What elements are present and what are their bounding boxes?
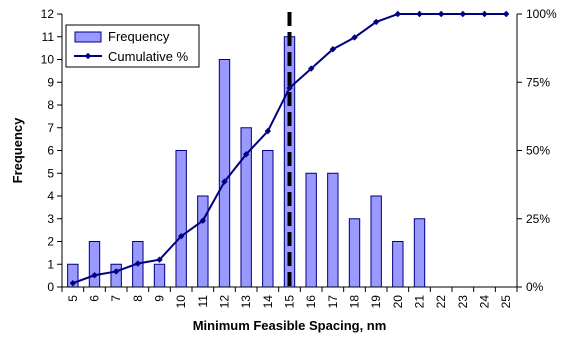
x-tick-label-17: 17 <box>326 295 340 309</box>
bar-16 <box>306 173 316 287</box>
x-tick-label-6: 6 <box>88 295 102 302</box>
left-tick-label-2: 2 <box>47 235 54 249</box>
x-tick-label-18: 18 <box>348 295 362 309</box>
bar-18 <box>349 219 359 287</box>
legend-frequency-label: Frequency <box>108 29 170 44</box>
bar-10 <box>176 151 186 288</box>
x-axis-title: Minimum Feasible Spacing, nm <box>193 318 387 333</box>
left-tick-label-3: 3 <box>47 212 54 226</box>
bar-21 <box>414 219 424 287</box>
bar-17 <box>328 173 338 287</box>
left-tick-label-0: 0 <box>47 280 54 294</box>
x-tick-label-14: 14 <box>261 295 275 309</box>
x-tick-label-13: 13 <box>239 295 253 309</box>
x-tick-label-16: 16 <box>304 295 318 309</box>
cumulative-point-25 <box>503 11 509 17</box>
left-tick-label-7: 7 <box>47 121 54 135</box>
left-tick-label-6: 6 <box>47 144 54 158</box>
left-tick-label-1: 1 <box>47 257 54 271</box>
x-tick-label-7: 7 <box>109 295 123 302</box>
bar-20 <box>393 242 403 288</box>
left-tick-label-11: 11 <box>42 30 55 44</box>
left-tick-label-8: 8 <box>47 98 54 112</box>
right-tick-label-0: 0% <box>526 280 544 294</box>
x-tick-label-10: 10 <box>174 295 188 309</box>
x-tick-label-11: 11 <box>196 295 210 308</box>
right-tick-label-1: 25% <box>526 212 550 226</box>
bar-11 <box>198 196 208 287</box>
y-axis-title: Frequency <box>10 117 25 184</box>
bar-19 <box>371 196 381 287</box>
x-tick-label-25: 25 <box>499 295 513 309</box>
cumulative-point-20 <box>395 11 401 17</box>
left-tick-label-10: 10 <box>41 53 55 67</box>
cumulative-point-23 <box>460 11 466 17</box>
x-tick-label-19: 19 <box>369 295 383 309</box>
cumulative-point-24 <box>481 11 487 17</box>
x-tick-label-15: 15 <box>283 295 297 309</box>
legend: Frequency Cumulative % <box>66 25 199 67</box>
bar-7 <box>111 264 121 287</box>
bars-layer <box>68 37 425 287</box>
x-tick-label-24: 24 <box>478 295 492 309</box>
left-tick-label-12: 12 <box>41 7 55 21</box>
x-tick-label-22: 22 <box>434 295 448 309</box>
cumulative-point-22 <box>438 11 444 17</box>
bar-12 <box>219 60 229 288</box>
x-tick-label-21: 21 <box>413 295 427 309</box>
x-tick-label-20: 20 <box>391 295 405 309</box>
x-tick-label-8: 8 <box>131 295 145 302</box>
right-tick-label-2: 50% <box>526 144 550 158</box>
x-tick-label-12: 12 <box>218 295 232 309</box>
left-tick-label-5: 5 <box>47 166 54 180</box>
x-tick-label-23: 23 <box>456 295 470 309</box>
left-tick-label-4: 4 <box>47 189 54 203</box>
left-tick-label-9: 9 <box>47 75 54 89</box>
x-tick-label-9: 9 <box>153 295 167 302</box>
legend-cumulative-label: Cumulative % <box>108 49 189 64</box>
bar-9 <box>154 264 164 287</box>
bar-6 <box>89 242 99 288</box>
legend-frequency-swatch <box>75 32 101 42</box>
right-tick-label-3: 75% <box>526 75 550 89</box>
cumulative-point-21 <box>416 11 422 17</box>
bar-14 <box>263 151 273 288</box>
x-tick-label-5: 5 <box>66 295 80 302</box>
right-tick-label-4: 100% <box>526 7 557 21</box>
